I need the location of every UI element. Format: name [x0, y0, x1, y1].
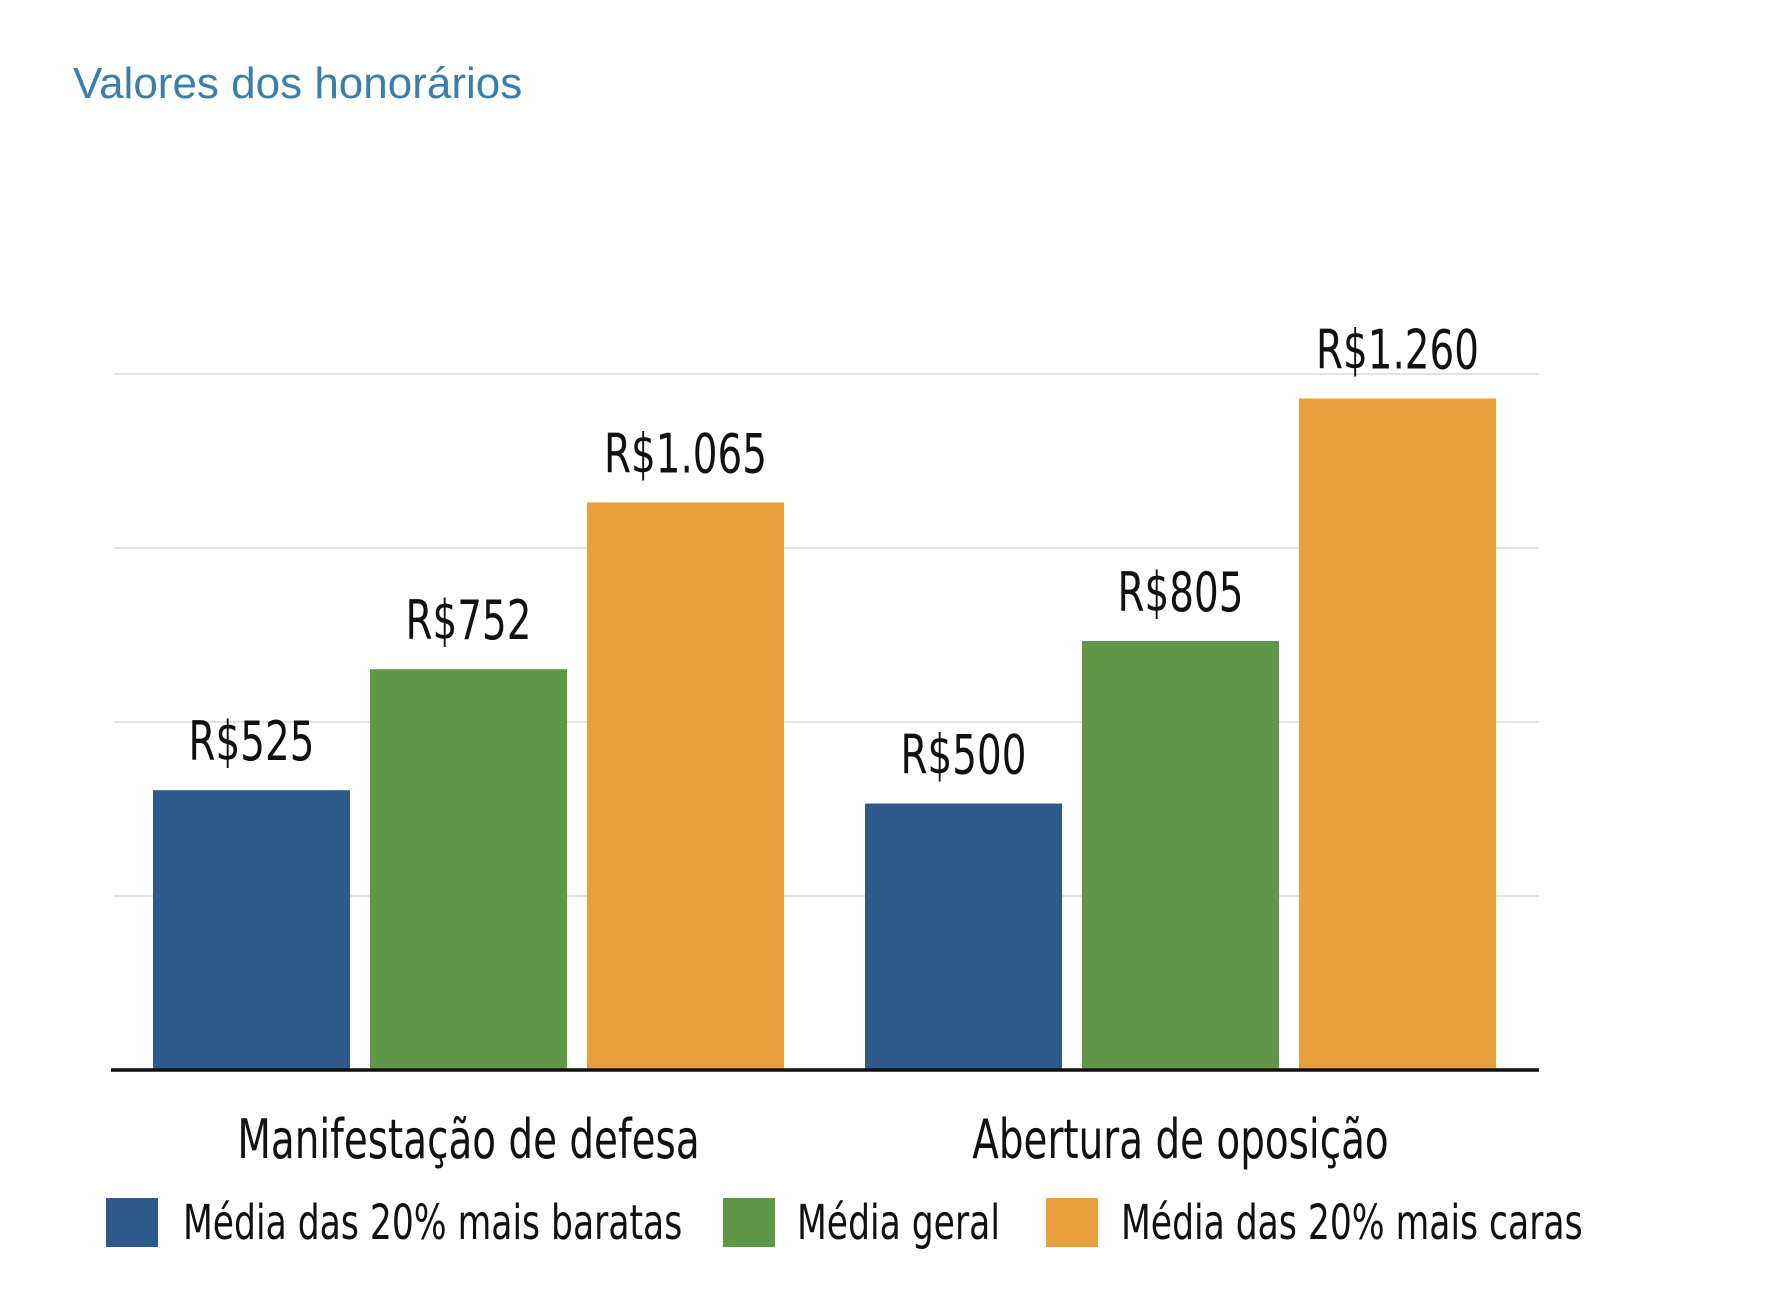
data-label-group: R$500	[901, 724, 1027, 787]
data-label: R$752	[406, 590, 532, 653]
legend-label: Média das 20% mais caras	[1121, 1194, 1583, 1250]
bar	[1082, 640, 1279, 1070]
data-label-group: R$805	[1118, 562, 1244, 625]
data-label: R$1.065	[604, 423, 767, 486]
category-label: Manifestação de defesa	[237, 1109, 699, 1172]
category-label-group: Abertura de oposição	[972, 1109, 1388, 1172]
data-label-group: R$525	[189, 711, 315, 774]
bar	[587, 502, 784, 1070]
bar	[1299, 398, 1496, 1071]
legend-swatch	[723, 1198, 775, 1247]
data-label-group: R$1.260	[1316, 319, 1479, 382]
bar	[153, 790, 350, 1070]
category-label: Abertura de oposição	[972, 1109, 1388, 1172]
chart-title: Valores dos honorários	[73, 59, 522, 108]
legend-label: Média geral	[797, 1194, 1000, 1250]
data-label-group: R$1.065	[604, 423, 767, 486]
legend-swatch	[106, 1198, 158, 1247]
data-label-group: R$752	[406, 590, 532, 653]
legend-label: Média das 20% mais baratas	[183, 1194, 682, 1250]
data-label: R$805	[1118, 562, 1244, 625]
bar	[370, 669, 567, 1070]
legend-label-group: Média geral	[797, 1194, 1000, 1250]
legend-label-group: Média das 20% mais baratas	[183, 1194, 682, 1250]
data-label: R$1.260	[1316, 319, 1479, 382]
bar	[865, 803, 1062, 1070]
legend-swatch	[1046, 1198, 1098, 1247]
legend-label-group: Média das 20% mais caras	[1121, 1194, 1583, 1250]
data-label: R$500	[901, 724, 1027, 787]
category-label-group: Manifestação de defesa	[237, 1109, 699, 1172]
data-label: R$525	[189, 711, 315, 774]
